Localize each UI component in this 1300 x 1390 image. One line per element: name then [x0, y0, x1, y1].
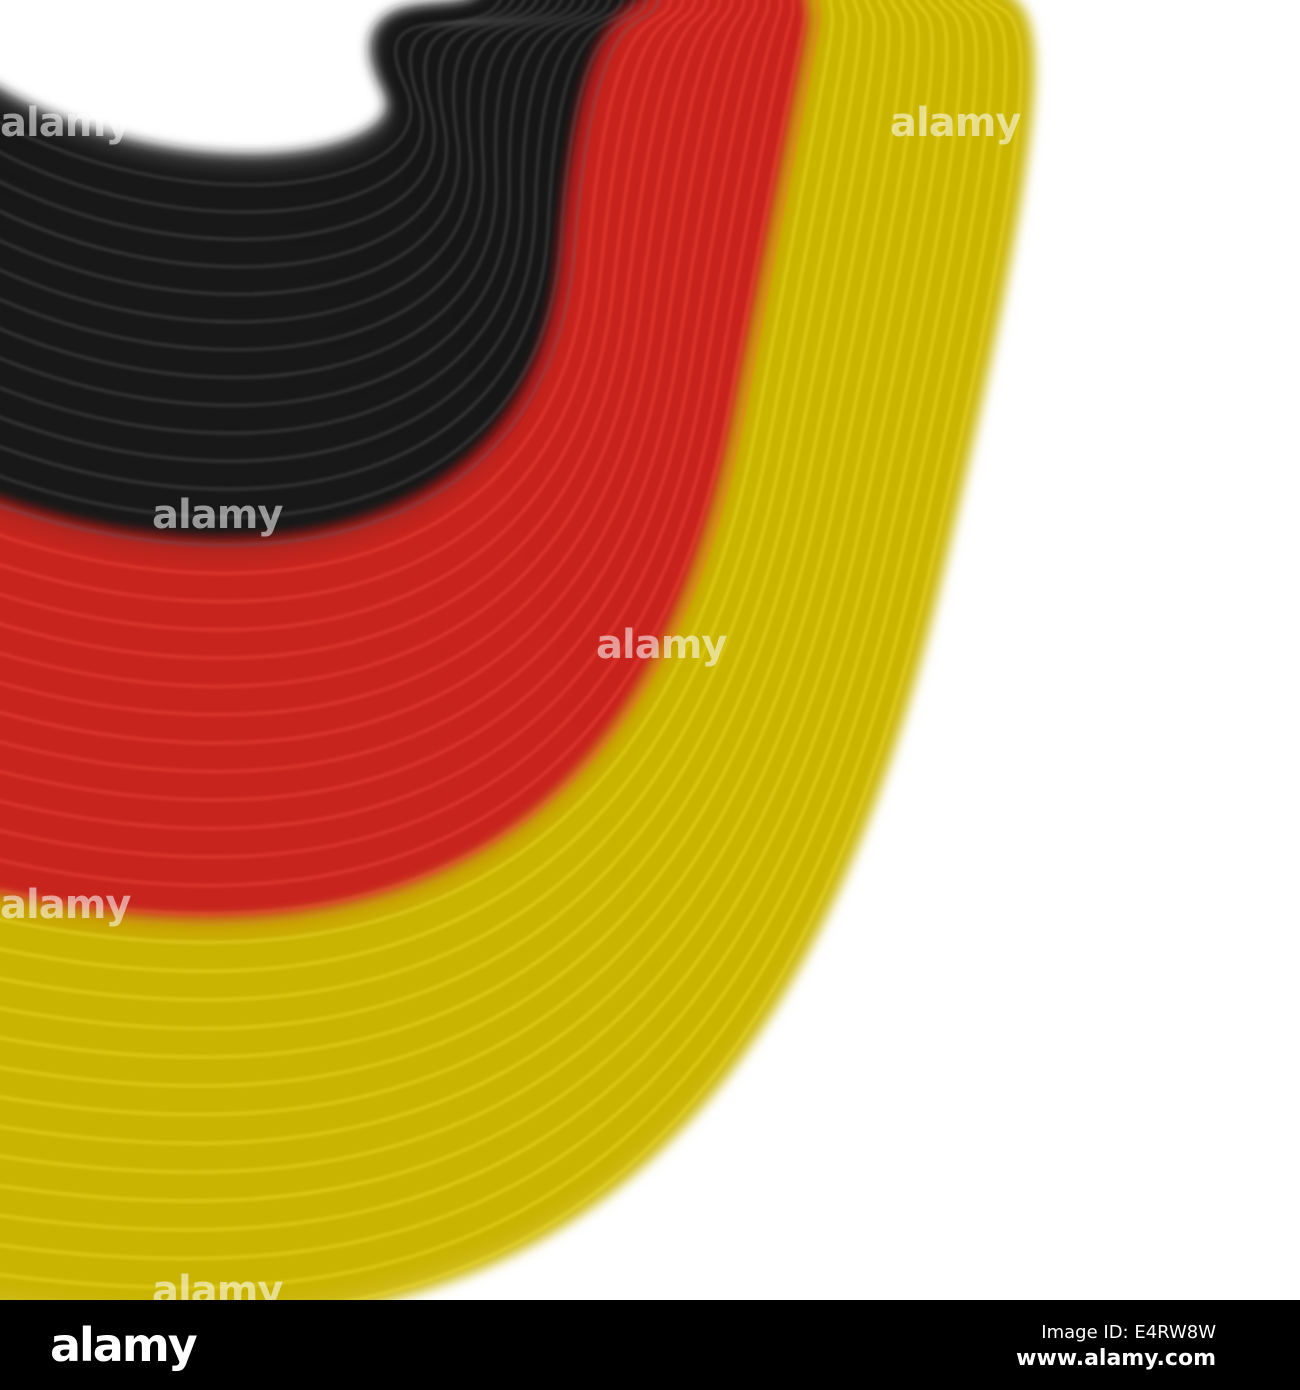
- highlight-line: [0, 0, 794, 858]
- highlight-line: [0, 0, 672, 575]
- highlight-line: [0, 0, 807, 887]
- highlight-line: [0, 0, 514, 213]
- watermark: alamy: [596, 622, 727, 668]
- highlight-line: [0, 0, 992, 1260]
- highlight-line: [0, 0, 847, 972]
- highlight-line: [0, 0, 733, 716]
- highlight-line: [0, 0, 978, 1231]
- highlight-line: [0, 0, 890, 1058]
- highlight-line: [0, 0, 861, 1001]
- highlight-line: [0, 0, 538, 268]
- watermark: alamy: [890, 100, 1021, 146]
- highlight-line: [0, 0, 820, 915]
- highlight-line: [0, 0, 550, 296]
- highlight-line: [0, 0, 876, 1030]
- highlight-line: [0, 0, 636, 490]
- highlight-line: [0, 0, 660, 546]
- highlight-line: [0, 0, 563, 323]
- highlight-line: [0, 0, 697, 631]
- watermark: alamy: [0, 882, 131, 928]
- highlight-line: [0, 0, 526, 241]
- highlight-line: [0, 0, 904, 1087]
- highlight-line: [0, 0, 623, 462]
- highlight-line: [0, 0, 745, 744]
- highlight-line: [0, 0, 934, 1145]
- highlight-line: [0, 0, 758, 773]
- highlight-line: [0, 0, 919, 1116]
- color-band: [0, 0, 1035, 1300]
- highlight-line: [0, 0, 782, 830]
- highlight-line: [0, 0, 575, 351]
- highlight-line: [0, 0, 599, 407]
- highlight-line: [0, 0, 834, 944]
- footer-bar: alamy Image ID: E4RW8W www.alamy.com: [0, 1300, 1300, 1390]
- highlight-line: [0, 0, 770, 801]
- highlight-line: [0, 0, 721, 688]
- website-url: www.alamy.com: [1016, 1346, 1216, 1371]
- highlight-line: [0, 0, 709, 659]
- highlight-line: [349, 0, 1022, 1300]
- highlight-line: [0, 0, 1007, 1289]
- highlight-line: [0, 0, 611, 434]
- highlight-line: [0, 0, 648, 518]
- highlight-line: [0, 0, 948, 1173]
- highlight-line: [0, 0, 587, 379]
- flag-wave-artwork: [0, 0, 1035, 1300]
- watermark: alamy: [0, 100, 131, 146]
- highlight-line: [0, 0, 502, 186]
- image-id: Image ID: E4RW8W: [1041, 1322, 1216, 1343]
- alamy-logo: alamy: [50, 1318, 198, 1372]
- highlight-line: [0, 0, 684, 603]
- watermark: alamy: [152, 492, 283, 538]
- highlight-line: [0, 0, 963, 1202]
